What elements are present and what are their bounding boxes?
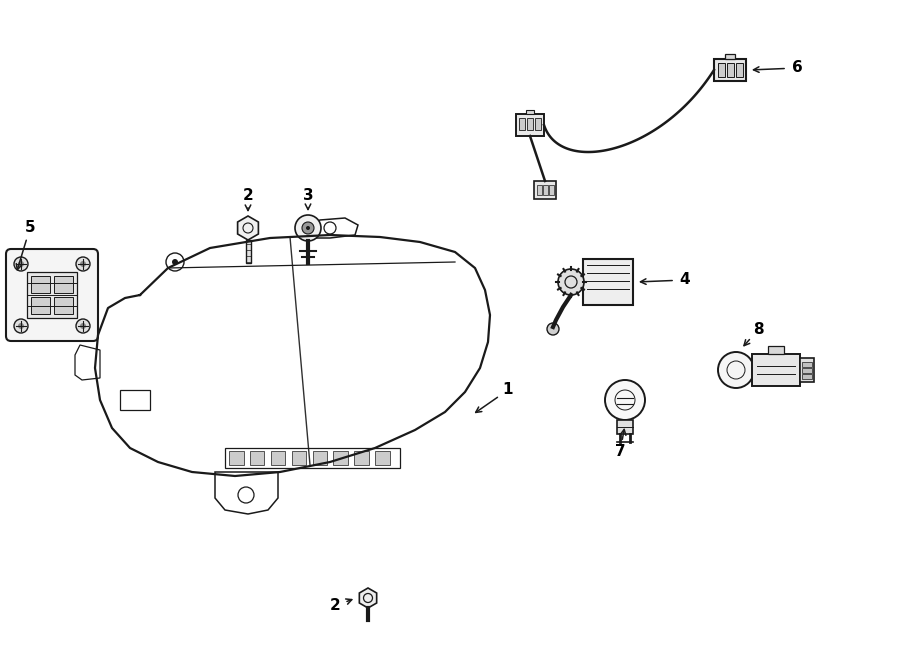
Bar [543,185,547,195]
Bar [534,181,556,199]
Bar [312,451,327,465]
Circle shape [718,352,754,388]
Text: 6: 6 [792,61,803,75]
Bar [800,358,814,382]
Bar [292,451,306,465]
Circle shape [306,226,310,230]
Bar [229,451,244,465]
Bar [120,390,150,410]
Bar [31,276,50,293]
Bar [246,240,250,263]
Bar [802,362,812,366]
Bar [726,63,734,77]
Circle shape [547,323,559,335]
Polygon shape [238,216,258,240]
Bar [527,118,533,130]
Bar [333,451,348,465]
Circle shape [302,222,314,234]
Bar [519,118,525,130]
Circle shape [18,323,24,329]
Bar [725,54,735,59]
Text: 8: 8 [752,323,763,338]
Circle shape [558,269,584,295]
Circle shape [14,319,28,333]
Circle shape [605,380,645,420]
FancyBboxPatch shape [6,249,98,341]
Text: 3: 3 [302,188,313,202]
Bar [516,114,544,136]
Bar [271,451,285,465]
Bar [225,448,400,468]
Bar [802,373,812,379]
Circle shape [80,261,86,267]
Bar [717,63,725,77]
Circle shape [14,257,28,271]
Bar [583,259,633,305]
Text: 1: 1 [503,383,513,397]
Bar [54,276,73,293]
Bar [355,451,369,465]
Bar [27,272,77,318]
Bar [250,451,265,465]
Bar [714,59,746,81]
Circle shape [80,323,86,329]
Circle shape [76,257,90,271]
Bar [536,185,542,195]
Text: 2: 2 [329,598,340,613]
Circle shape [172,259,178,265]
Bar [54,297,73,314]
Bar [802,368,812,373]
Bar [548,185,554,195]
Text: 5: 5 [24,221,35,235]
Polygon shape [359,588,377,608]
Text: 7: 7 [615,444,626,459]
Circle shape [295,215,321,241]
Bar [752,354,800,386]
Bar [768,346,784,354]
Circle shape [76,319,90,333]
Bar [617,420,633,434]
Text: 4: 4 [680,272,690,288]
Bar [735,63,742,77]
Bar [526,110,534,114]
Bar [31,297,50,314]
Bar [535,118,541,130]
Circle shape [18,261,24,267]
Text: 2: 2 [243,188,254,202]
Bar [375,451,390,465]
